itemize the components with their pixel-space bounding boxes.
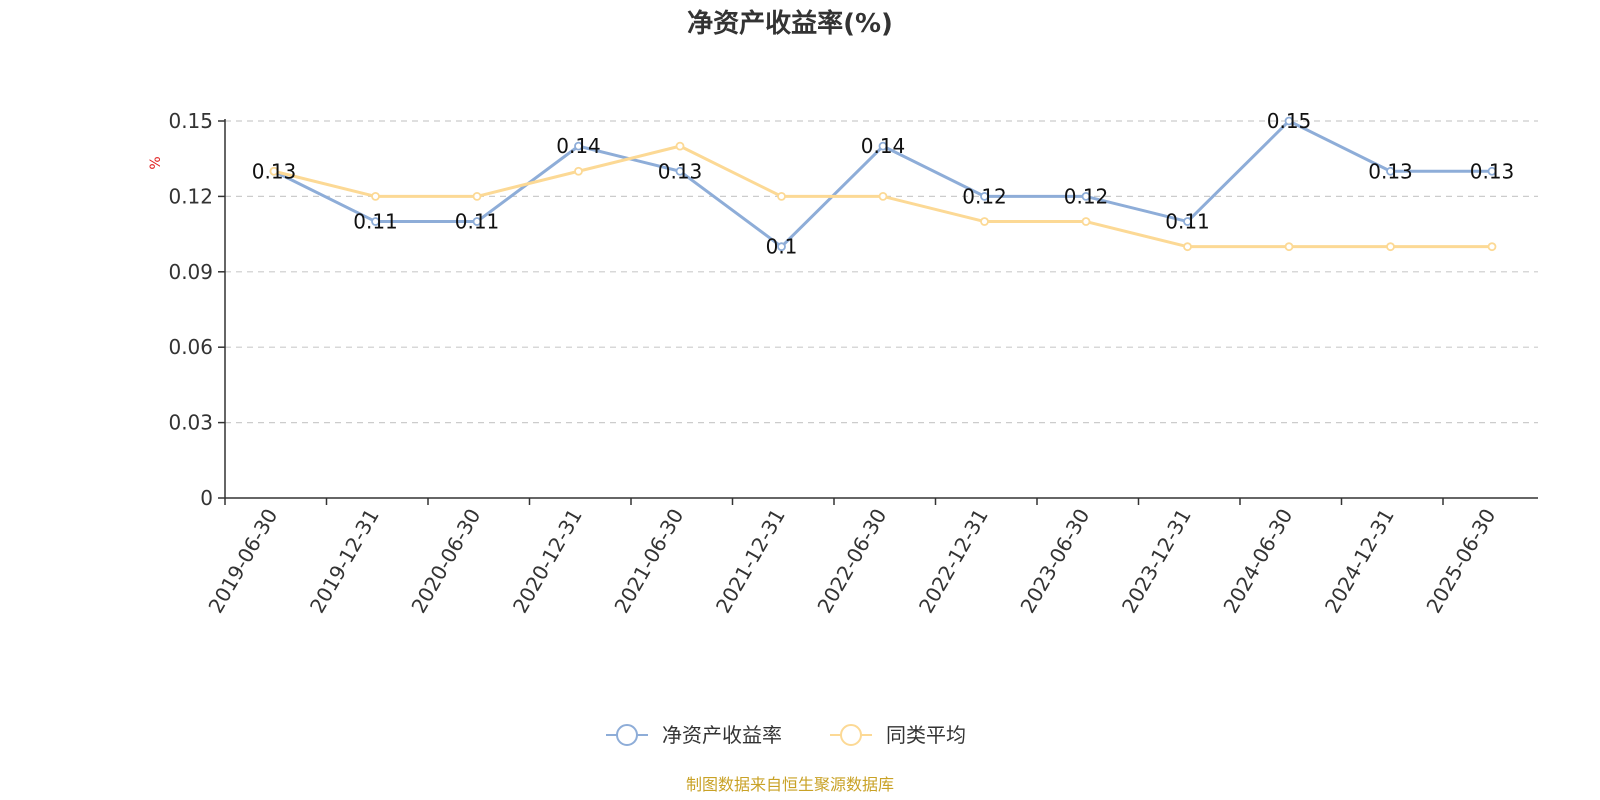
legend-2-label: 同类平均 — [886, 723, 966, 747]
data-label: 0.13 — [1470, 159, 1515, 183]
legend: 净资产收益率 同类平均 — [606, 723, 966, 747]
series-2-point — [777, 191, 786, 201]
axes: 0 0.03 0.06 0.09 0.12 0.15 2019-06-30 2019-12-3… — [168, 109, 1538, 617]
series-1-point — [1487, 166, 1497, 176]
series-1-point — [777, 242, 786, 252]
data-label: 0.13 — [252, 159, 297, 183]
series-1-point — [574, 141, 583, 151]
legend-item-2[interactable]: 同类平均 — [830, 723, 966, 747]
x-tick-label: 2021-12-31 — [711, 505, 790, 618]
data-label: 0.11 — [1165, 210, 1210, 234]
series-lines — [269, 116, 1497, 252]
data-label: 0.13 — [1368, 159, 1413, 183]
y-tick-label: 0 — [200, 486, 213, 510]
legend-item-1[interactable]: 净资产收益率 — [606, 723, 782, 747]
data-label: 0.12 — [962, 184, 1007, 208]
y-axis-unit-label: % — [148, 156, 164, 169]
x-tick-label: 2019-12-31 — [305, 505, 384, 618]
series-1-point — [1183, 217, 1192, 226]
x-tick-label: 2025-06-30 — [1421, 505, 1500, 618]
x-tick-label: 2022-06-30 — [812, 505, 891, 618]
data-label: 0.13 — [658, 159, 703, 183]
data-label: 0.12 — [1064, 184, 1109, 208]
series-2-point — [878, 191, 888, 201]
x-tick-label: 2023-06-30 — [1015, 505, 1094, 618]
legend-1-label: 净资产收益率 — [662, 723, 782, 747]
data-labels: 0.13 0.11 0.11 0.14 0.13 0.1 0.14 0.12 0.12 0.11 0… — [252, 109, 1515, 259]
grid-lines — [225, 120, 1538, 424]
series-2-point — [371, 191, 380, 201]
series-1-point — [878, 141, 888, 151]
x-tick-label: 2023-12-31 — [1117, 505, 1196, 618]
series-2-point — [980, 217, 989, 226]
series-2-point — [472, 191, 482, 201]
series-1-point — [675, 166, 685, 176]
legend-1-marker — [616, 724, 638, 746]
series-2-point — [574, 166, 583, 176]
series-1-point — [1081, 191, 1091, 201]
data-label: 0.11 — [455, 210, 500, 234]
series-2-point — [1183, 242, 1192, 252]
x-tick-label: 2024-12-31 — [1320, 505, 1399, 618]
y-tick-label: 0.09 — [168, 260, 213, 284]
x-tick-label: 2024-06-30 — [1218, 505, 1297, 618]
series-2-point — [1386, 242, 1395, 252]
series-2-point — [675, 141, 685, 151]
series-2-point — [1487, 242, 1497, 252]
data-label: 0.15 — [1267, 109, 1312, 133]
chart-title: 净资产收益率(%) — [687, 8, 893, 39]
y-tick-label: 0.06 — [168, 335, 213, 359]
series-2-point — [1081, 217, 1091, 226]
x-tick-label: 2022-12-31 — [914, 505, 993, 618]
data-label: 0.11 — [353, 210, 398, 234]
series-1-point — [1386, 166, 1395, 176]
data-label: 0.1 — [766, 235, 798, 259]
x-tick-label: 2020-06-30 — [406, 505, 485, 618]
series-2-point — [1284, 242, 1294, 252]
series-1-point — [371, 217, 380, 226]
y-tick-label: 0.03 — [168, 411, 213, 435]
legend-2-marker — [840, 724, 862, 746]
source-note: 制图数据来自恒生聚源数据库 — [686, 775, 894, 794]
data-label: 0.14 — [861, 134, 906, 158]
data-label: 0.14 — [556, 134, 601, 158]
series-1-point — [472, 217, 482, 226]
series-1-point — [980, 191, 989, 201]
series-1-point — [1284, 116, 1294, 126]
x-tick-label: 2019-06-30 — [203, 505, 282, 618]
x-tick-label: 2021-06-30 — [609, 505, 688, 618]
x-tick-label: 2020-12-31 — [508, 505, 587, 618]
y-tick-label: 0.15 — [168, 109, 213, 133]
series-2-point — [269, 166, 279, 176]
y-tick-label: 0.12 — [168, 184, 213, 208]
